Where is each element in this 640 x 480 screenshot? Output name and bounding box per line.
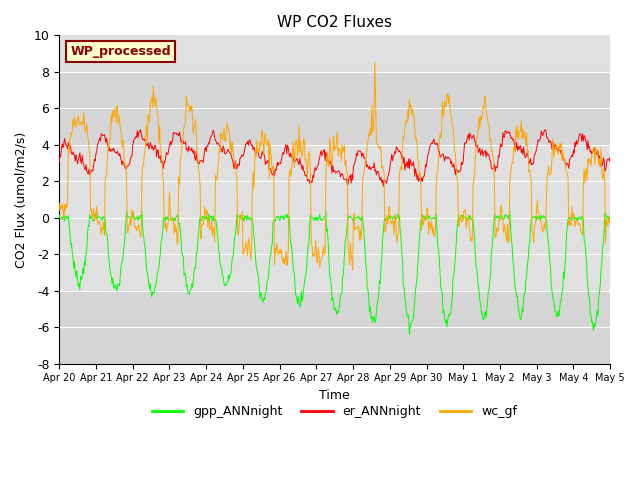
Bar (59, 291, 610, 364)
Bar (59, 72, 610, 145)
Title: WP CO2 Fluxes: WP CO2 Fluxes (277, 15, 392, 30)
Legend: gpp_ANNnight, er_ANNnight, wc_gf: gpp_ANNnight, er_ANNnight, wc_gf (147, 400, 522, 423)
X-axis label: Time: Time (319, 389, 350, 402)
Text: WP_processed: WP_processed (70, 45, 171, 58)
Y-axis label: CO2 Flux (umol/m2/s): CO2 Flux (umol/m2/s) (15, 132, 28, 268)
